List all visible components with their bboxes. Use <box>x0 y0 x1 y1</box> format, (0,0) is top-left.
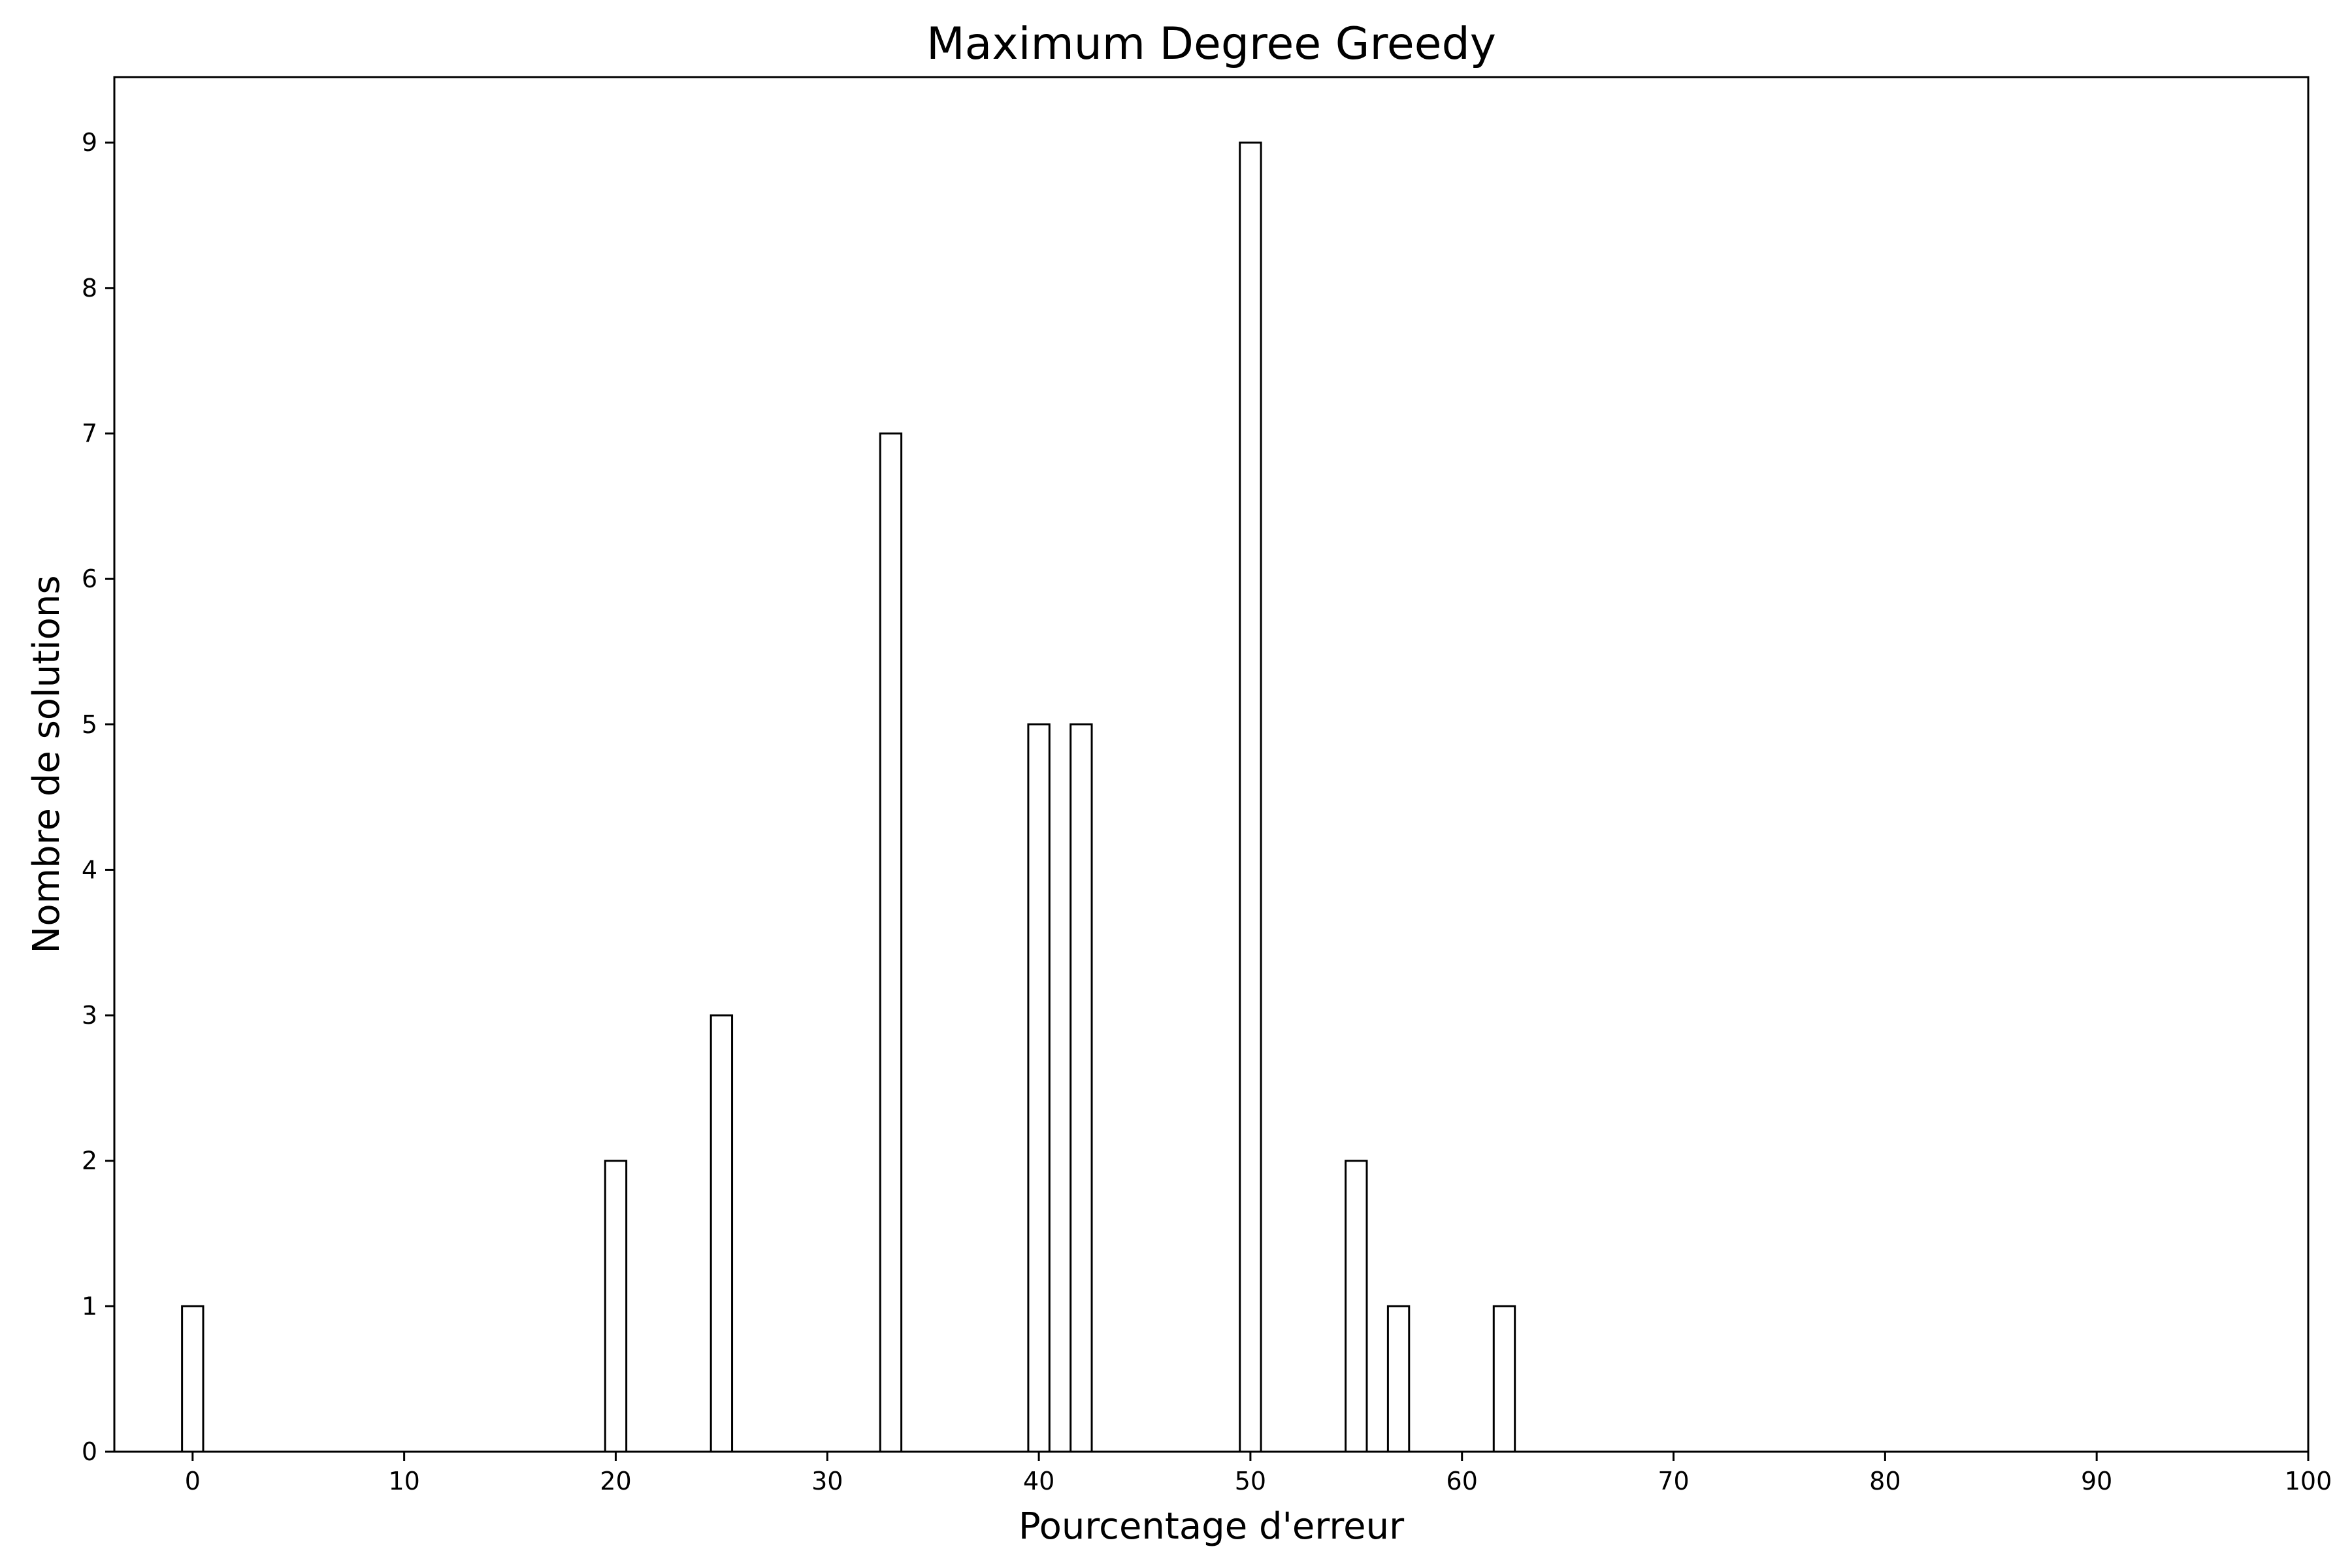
x-tick-label: 70 <box>1658 1467 1689 1495</box>
plot-frame <box>113 76 2310 1453</box>
y-tick-label: 7 <box>82 419 97 448</box>
x-tick-label: 90 <box>2081 1467 2112 1495</box>
y-tick-label: 3 <box>82 1001 97 1030</box>
y-tick-label: 1 <box>82 1292 97 1320</box>
y-tick-label: 5 <box>82 710 97 739</box>
bar-57 <box>1386 1305 1411 1453</box>
bar-33 <box>879 432 903 1453</box>
x-tick-label: 50 <box>1235 1467 1266 1495</box>
bar-42 <box>1070 723 1093 1453</box>
bar-20 <box>604 1160 628 1453</box>
x-tick-label: 80 <box>1869 1467 1901 1495</box>
ticks-layer: 0 10 20 30 40 50 60 70 80 90 100 0 1 2 3 4 5 6 7 8 9 <box>82 128 2332 1495</box>
x-tick-label: 20 <box>600 1467 631 1495</box>
y-tick-label: 2 <box>82 1147 97 1175</box>
y-axis-title: Nombre de solutions <box>25 575 68 953</box>
y-tick-label: 6 <box>82 564 97 593</box>
bar-50 <box>1239 141 1262 1453</box>
x-axis-title: Pourcentage d'erreur <box>1019 1505 1405 1548</box>
x-tick-label: 100 <box>2285 1467 2332 1495</box>
y-tick-label: 0 <box>82 1437 97 1466</box>
bar-55 <box>1345 1160 1368 1453</box>
bar-40 <box>1027 723 1051 1453</box>
x-tick-label: 60 <box>1446 1467 1478 1495</box>
x-tick-label: 10 <box>388 1467 419 1495</box>
bar-62 <box>1492 1305 1516 1453</box>
bars-layer <box>181 141 1516 1453</box>
y-tick-label: 4 <box>82 855 97 884</box>
x-tick-label: 0 <box>185 1467 201 1495</box>
x-tick-label: 40 <box>1023 1467 1054 1495</box>
bar-0 <box>181 1305 204 1453</box>
y-tick-label: 9 <box>82 128 97 157</box>
bar-25 <box>710 1014 734 1453</box>
y-tick-label: 8 <box>82 274 97 302</box>
chart-title: Maximum Degree Greedy <box>926 18 1496 70</box>
x-tick-label: 30 <box>811 1467 843 1495</box>
